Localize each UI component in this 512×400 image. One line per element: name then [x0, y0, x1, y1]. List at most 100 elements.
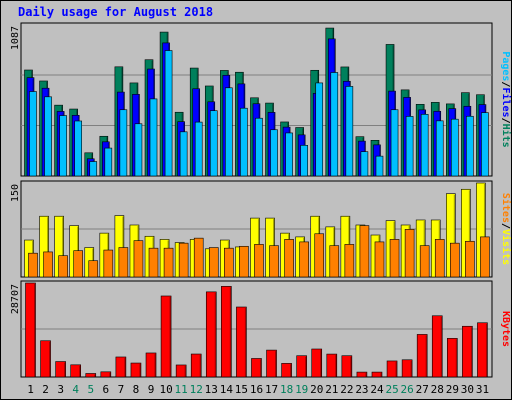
- pages-bar: [360, 151, 369, 177]
- kbytes-bar-shade: [109, 372, 111, 377]
- visits-sites-ymax-label: 150: [10, 184, 21, 202]
- pages-bar: [59, 115, 67, 177]
- kbytes-bar-shade: [410, 360, 412, 377]
- sites-bar: [389, 239, 400, 278]
- pages-bar: [330, 72, 339, 177]
- kbytes-bar: [115, 356, 127, 378]
- side-label-part: /: [500, 118, 511, 124]
- pages-bar: [209, 110, 218, 177]
- chart-title: Daily usage for August 2018: [18, 5, 213, 19]
- sites-bar: [404, 229, 415, 278]
- kbytes-bar-shade: [470, 327, 473, 377]
- side-label-part: Visits: [500, 229, 512, 265]
- day-label: 13: [205, 383, 218, 396]
- visits-bar-shade: [483, 184, 486, 277]
- kbytes-bar: [190, 353, 202, 378]
- pages-bar: [315, 82, 324, 177]
- kbytes-bar-shade: [455, 339, 458, 377]
- kbytes-bar: [145, 352, 157, 378]
- pages-bar: [285, 132, 293, 177]
- day-label: 11: [175, 383, 188, 396]
- sites-bar: [269, 245, 279, 278]
- pages-bar: [466, 115, 474, 177]
- pages-bar: [451, 118, 459, 177]
- sites-bar: [299, 241, 309, 278]
- kbytes-bar-shade: [425, 335, 427, 377]
- kbytes-bar-shade: [49, 341, 51, 377]
- sites-bar: [434, 239, 445, 278]
- day-label: 23: [355, 383, 368, 396]
- day-label: 30: [461, 383, 474, 396]
- kbytes-bar-shade: [64, 362, 66, 377]
- sites-bar: [178, 242, 189, 278]
- day-label: 26: [401, 383, 414, 396]
- visits-bar-shade: [468, 190, 471, 277]
- day-label: 16: [250, 383, 263, 396]
- day-label: 15: [235, 383, 248, 396]
- pages-bar: [240, 107, 248, 177]
- kbytes-bar-shade: [275, 351, 277, 377]
- sites-bar: [359, 225, 370, 278]
- kbytes-bar: [386, 360, 398, 378]
- day-label: 1: [27, 383, 34, 396]
- kbytes-bar: [55, 361, 66, 378]
- sites-bar: [344, 244, 355, 278]
- kbytes-bar-shade: [380, 373, 382, 377]
- pages-bar: [375, 155, 384, 177]
- kbytes-bar-shade: [320, 350, 322, 377]
- pages-bar: [481, 112, 489, 177]
- day-label: 6: [103, 383, 110, 396]
- day-label: 27: [416, 383, 429, 396]
- side-label-part: Sites: [500, 193, 512, 223]
- kbytes-bar: [175, 364, 187, 378]
- day-label: 17: [265, 383, 278, 396]
- day-label: 5: [87, 383, 94, 396]
- day-label: 12: [190, 383, 203, 396]
- kbytes-bar-shade: [485, 323, 488, 377]
- kbytes-ymax-label: 28707: [10, 284, 21, 314]
- kbytes-bar-shade: [169, 296, 171, 377]
- kbytes-bar-shade: [124, 357, 126, 377]
- pages-bar: [225, 87, 233, 177]
- kbytes-bar-shade: [214, 292, 216, 377]
- day-label: 24: [370, 383, 384, 396]
- pages-bar: [74, 120, 82, 177]
- sites-bar: [450, 242, 460, 278]
- kbytes-bar: [40, 340, 51, 378]
- kbytes-bar: [251, 358, 262, 378]
- pages-bar: [179, 131, 188, 177]
- sites-bar: [314, 233, 325, 278]
- pages-bar: [149, 98, 158, 177]
- sites-bar: [148, 247, 159, 278]
- kbytes-bar: [416, 334, 428, 378]
- kbytes-bar: [401, 359, 413, 378]
- day-label: 22: [340, 383, 353, 396]
- pages-bar: [119, 109, 128, 177]
- kbytes-bar-shade: [335, 355, 337, 377]
- day-label: 18: [280, 383, 293, 396]
- day-label: 9: [148, 383, 155, 396]
- sites-bar: [374, 241, 385, 278]
- sites-bar: [103, 249, 114, 278]
- kbytes-bar-shade: [34, 284, 36, 377]
- day-axis-labels: 1 2 3 4 5 6 7 8 9 10 11 12 13 14 15 16 17 18 19 20 21 22 23 24 2…: [27, 383, 489, 396]
- sites-bar: [480, 236, 490, 278]
- day-label: 14: [220, 383, 234, 396]
- day-label: 7: [118, 383, 125, 396]
- kbytes-bar-shade: [290, 364, 292, 377]
- day-label: 31: [476, 383, 489, 396]
- side-label-part: /: [500, 223, 511, 229]
- kbytes-bar: [266, 349, 277, 378]
- kbytes-bar: [477, 322, 488, 378]
- day-label: 4: [72, 383, 79, 396]
- side-label-part: Files: [500, 87, 512, 117]
- kbytes-bar-shade: [244, 308, 247, 377]
- kbytes-bar: [221, 286, 232, 378]
- pages-bar: [420, 114, 429, 177]
- pages-bar: [255, 117, 263, 177]
- pages-bar: [405, 116, 414, 177]
- day-label: 25: [385, 383, 398, 396]
- side-label-part: Pages: [500, 51, 511, 81]
